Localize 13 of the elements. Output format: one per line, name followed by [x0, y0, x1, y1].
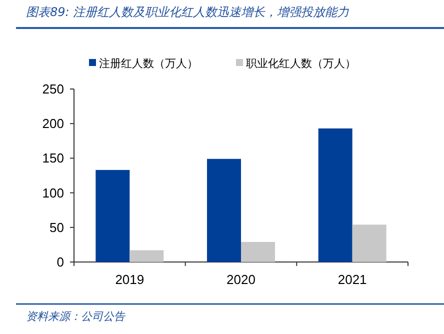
x-tick-label: 2019	[115, 272, 144, 287]
y-tick-label: 150	[42, 150, 64, 166]
x-tick-label: 2020	[226, 272, 256, 287]
text: 资料来源：公司公告	[26, 310, 126, 323]
y-tick-label: 200	[42, 116, 64, 132]
y-tick-label: 250	[42, 82, 64, 96]
legend-label: 职业化红人数（万人）	[246, 57, 356, 70]
y-tick-label: 50	[50, 220, 64, 235]
y-tick-label: 100	[42, 185, 64, 200]
title: 图表89: 注册红人数及职业化红人数迅速增长，增强投放能力	[26, 5, 350, 19]
y-tick-label: 0	[56, 254, 64, 270]
x-tick-label: 2021	[338, 272, 367, 287]
legend-label: 注册红人数（万人）	[99, 57, 198, 70]
